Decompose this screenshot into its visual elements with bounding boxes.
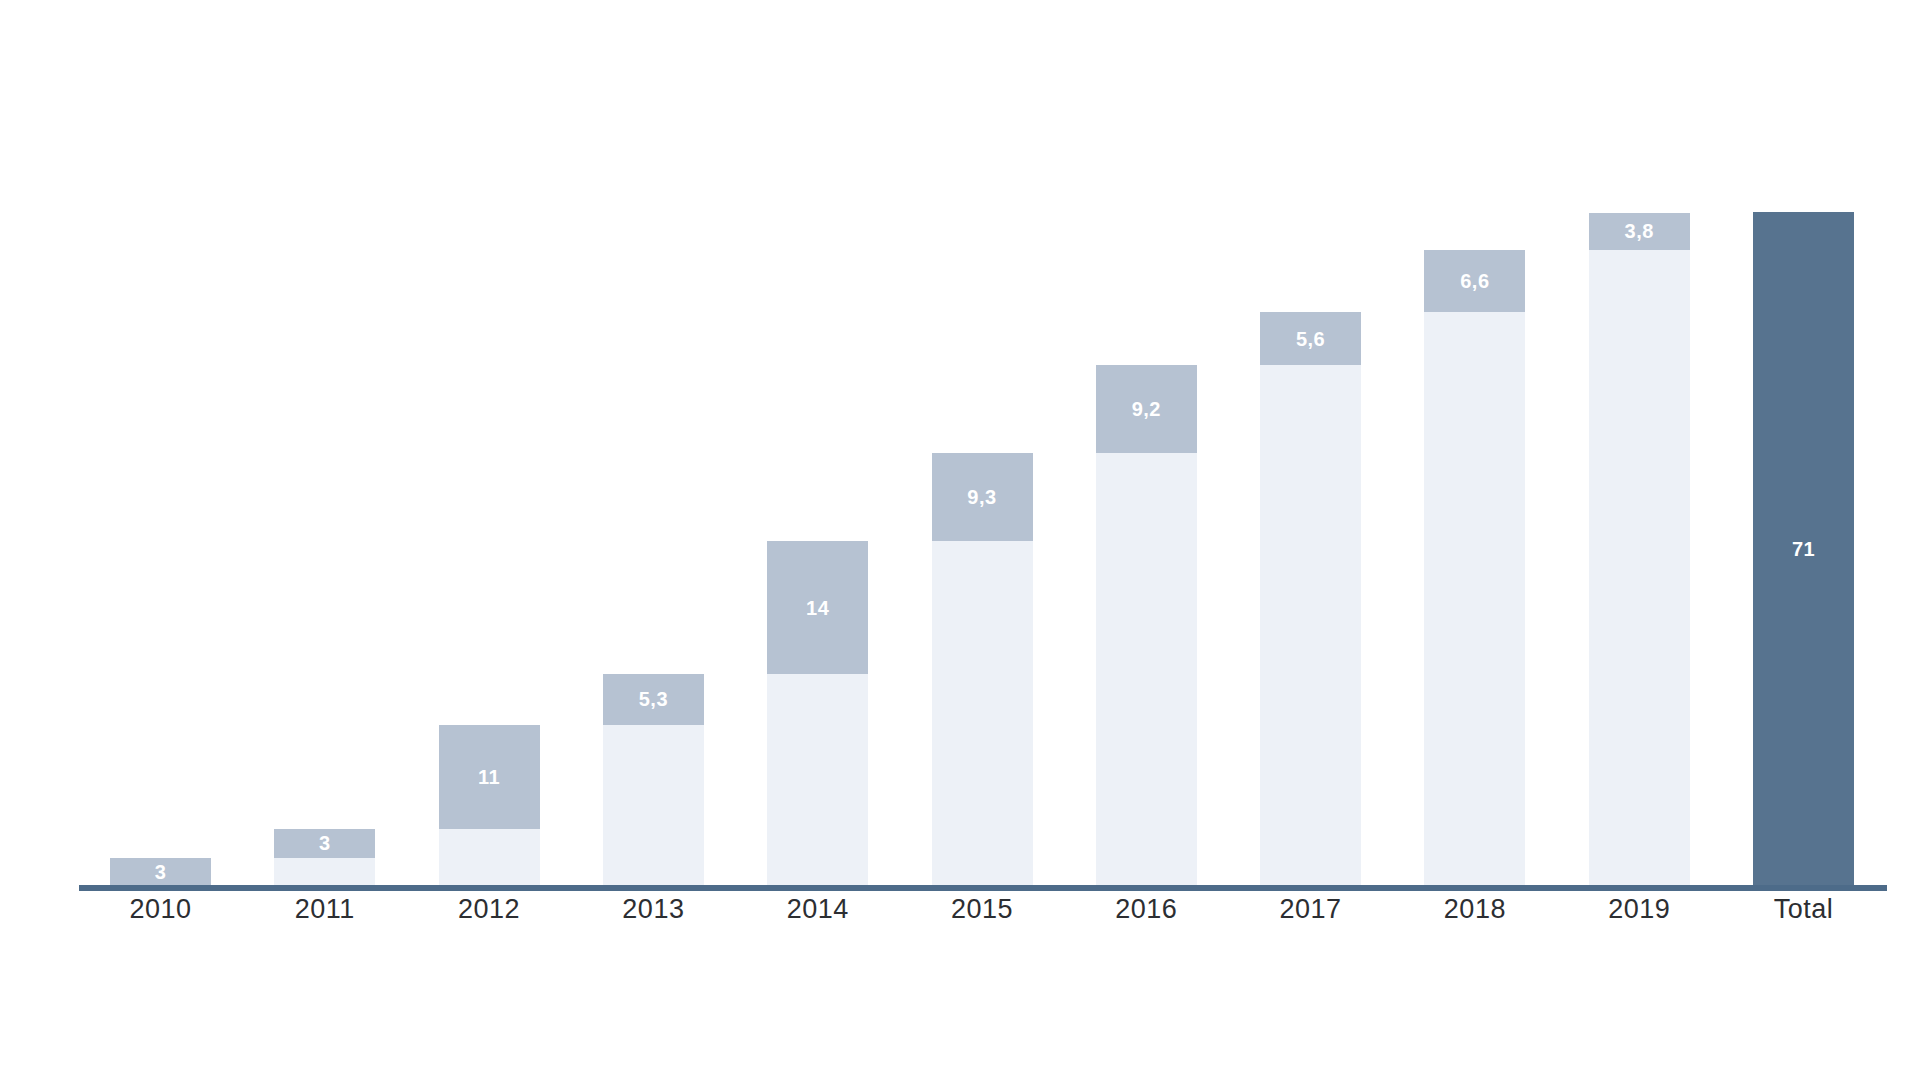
total-bar: 71 [1753, 212, 1854, 887]
bar-base-segment-2018 [1424, 312, 1525, 886]
x-axis-label-Total: Total [1721, 893, 1887, 925]
bar-value-label-2014: 14 [806, 598, 829, 618]
x-axis-label-2017: 2017 [1228, 893, 1394, 925]
bar-increment-segment-2019: 3,8 [1589, 213, 1690, 249]
bar-base-segment-2016 [1096, 453, 1197, 886]
bar-value-label-2015: 9,3 [967, 487, 996, 507]
bar-value-label-2010: 3 [155, 862, 167, 882]
bar-base-segment-2011 [274, 858, 375, 887]
x-axis-label-2011: 2011 [242, 893, 408, 925]
bar-value-label-2012: 11 [478, 767, 500, 787]
bar-base-segment-2019 [1589, 250, 1690, 887]
bar-value-label-2013: 5,3 [639, 689, 668, 709]
bar-value-label-2017: 5,6 [1296, 329, 1325, 349]
x-axis-label-2015: 2015 [899, 893, 1065, 925]
bar-increment-segment-2013: 5,3 [603, 674, 704, 724]
bar-value-label-Total: 71 [1792, 539, 1815, 559]
x-axis-label-2010: 2010 [78, 893, 244, 925]
bar-base-segment-2017 [1260, 365, 1361, 886]
bar-increment-segment-2011: 3 [274, 829, 375, 858]
bar-increment-segment-2017: 5,6 [1260, 312, 1361, 365]
bar-value-label-2018: 6,6 [1460, 271, 1489, 291]
x-axis-label-2018: 2018 [1392, 893, 1558, 925]
x-axis-label-2019: 2019 [1556, 893, 1722, 925]
bar-increment-segment-2010: 3 [110, 858, 211, 887]
bar-increment-segment-2016: 9,2 [1096, 365, 1197, 452]
x-axis-label-2013: 2013 [570, 893, 736, 925]
bar-increment-segment-2012: 11 [439, 725, 540, 830]
bar-base-segment-2015 [932, 541, 1033, 886]
bar-value-label-2016: 9,2 [1132, 399, 1161, 419]
x-axis-label-2012: 2012 [406, 893, 572, 925]
bar-value-label-2011: 3 [319, 833, 331, 853]
bar-base-segment-2013 [603, 725, 704, 887]
x-axis-label-2014: 2014 [735, 893, 901, 925]
bar-base-segment-2014 [767, 674, 868, 886]
bar-increment-segment-2018: 6,6 [1424, 250, 1525, 313]
bar-base-segment-2012 [439, 829, 540, 886]
bar-value-label-2019: 3,8 [1625, 221, 1654, 241]
bar-increment-segment-2014: 14 [767, 541, 868, 674]
x-axis-label-2016: 2016 [1063, 893, 1229, 925]
x-axis-line [79, 885, 1887, 891]
cumulative-bar-chart: 33115,3149,39,25,66,63,871 2010201120122… [0, 0, 1920, 1080]
bar-increment-segment-2015: 9,3 [932, 453, 1033, 541]
